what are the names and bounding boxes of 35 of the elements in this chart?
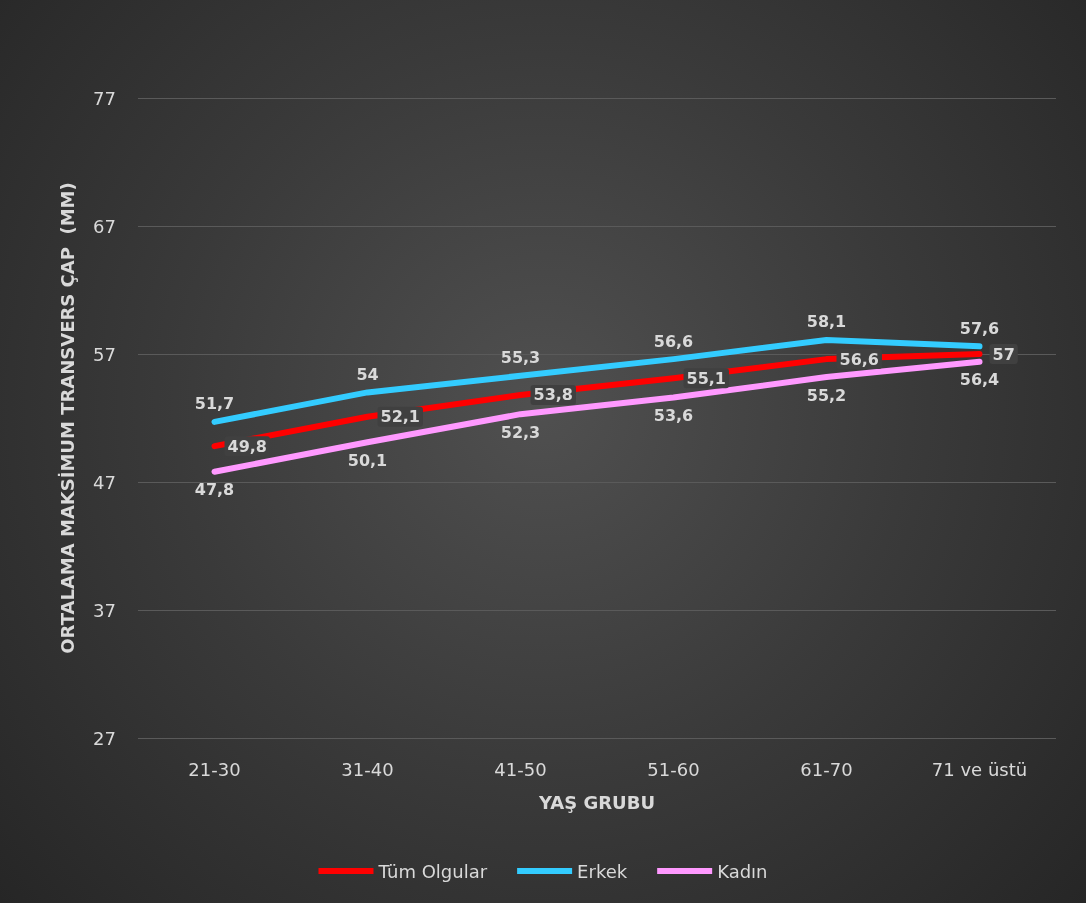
data-label: 56,6 — [653, 331, 694, 351]
data-label: 52,1 — [380, 407, 420, 427]
x-tick-label: 31-40 — [341, 758, 394, 780]
data-label: 55,1 — [686, 368, 726, 388]
legend-label: Kadın — [717, 860, 768, 882]
data-label: 56,6 — [839, 349, 879, 369]
legend-label: Erkek — [577, 860, 628, 882]
y-tick-label: 67 — [93, 215, 116, 237]
data-label: 57 — [992, 344, 1015, 364]
x-axis-title: YAŞ GRUBU — [537, 791, 656, 813]
data-label: 53,8 — [533, 385, 573, 405]
data-label: 53,6 — [653, 406, 694, 426]
data-label: 50,1 — [347, 450, 388, 470]
data-label: 55,2 — [806, 385, 847, 405]
data-label: 58,1 — [806, 312, 847, 332]
legend-label: Tüm Olgular — [377, 860, 488, 882]
data-label: 47,8 — [194, 480, 235, 500]
x-tick-label: 21-30 — [188, 758, 241, 780]
data-label: 55,3 — [500, 348, 541, 368]
y-tick-label: 27 — [93, 727, 116, 749]
x-tick-label: 61-70 — [800, 758, 853, 780]
y-tick-label: 57 — [93, 343, 116, 365]
data-label: 51,7 — [194, 394, 235, 414]
y-axis-title: ORTALAMA MAKSİMUM TRANSVERS ÇAP (MM) — [56, 182, 78, 654]
y-tick-label: 47 — [93, 471, 116, 493]
data-label: 54 — [356, 364, 379, 384]
y-tick-label: 77 — [93, 87, 116, 109]
x-tick-label: 71 ve üstü — [931, 758, 1028, 780]
y-tick-label: 37 — [93, 599, 116, 621]
x-tick-label: 41-50 — [494, 758, 547, 780]
data-label: 52,3 — [500, 422, 541, 442]
data-label: 49,8 — [227, 436, 267, 456]
x-tick-label: 51-60 — [647, 758, 700, 780]
data-label: 56,4 — [959, 370, 1000, 390]
data-label: 57,6 — [959, 318, 1000, 338]
